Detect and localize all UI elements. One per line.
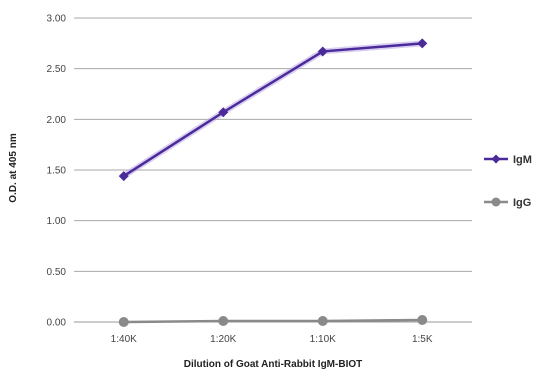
legend-label: IgM: [513, 154, 532, 166]
series-line-glow: [122, 40, 423, 179]
data-point: [118, 171, 129, 182]
gridlines: [74, 17, 472, 272]
data-point: [218, 315, 229, 326]
legend-label: IgG: [513, 197, 531, 209]
legend: IgM IgG: [484, 154, 532, 209]
legend-item-igg: IgG: [484, 197, 531, 209]
y-tick-label: 0.50: [47, 267, 67, 278]
x-axis-ticks: 1:40K 1:20K 1:10K 1:5K: [111, 334, 433, 345]
x-axis-title: Dilution of Goat Anti-Rabbit IgM-BIOT: [184, 359, 362, 370]
x-tick-label: 1:5K: [412, 334, 433, 345]
series-line: [123, 318, 423, 324]
data-point: [218, 107, 229, 118]
series-line: [123, 42, 423, 178]
y-axis-title: O.D. at 405 nm: [8, 133, 19, 203]
y-axis-ticks: 0.00 0.50 1.00 1.50 2.00 2.50 3.00: [47, 14, 67, 329]
legend-swatch-marker: [491, 197, 501, 207]
series-group: [118, 38, 428, 327]
legend-item-igm: IgM: [484, 154, 532, 166]
series-igg: [118, 314, 428, 327]
legend-swatch-marker: [491, 154, 501, 164]
y-tick-label: 2.50: [47, 64, 67, 75]
data-point: [118, 317, 129, 327]
x-tick-label: 1:10K: [310, 334, 336, 345]
x-tick-label: 1:20K: [210, 334, 236, 345]
x-tick-label: 1:40K: [111, 334, 137, 345]
data-point: [417, 314, 428, 325]
y-tick-label: 0.00: [47, 318, 67, 329]
data-point: [317, 315, 328, 326]
y-tick-label: 1.00: [47, 216, 67, 227]
y-tick-label: 2.00: [47, 115, 67, 126]
y-tick-label: 1.50: [47, 166, 67, 177]
data-point: [317, 46, 328, 57]
series-igm: [118, 38, 428, 182]
data-point: [417, 38, 428, 49]
y-tick-label: 3.00: [47, 14, 67, 25]
